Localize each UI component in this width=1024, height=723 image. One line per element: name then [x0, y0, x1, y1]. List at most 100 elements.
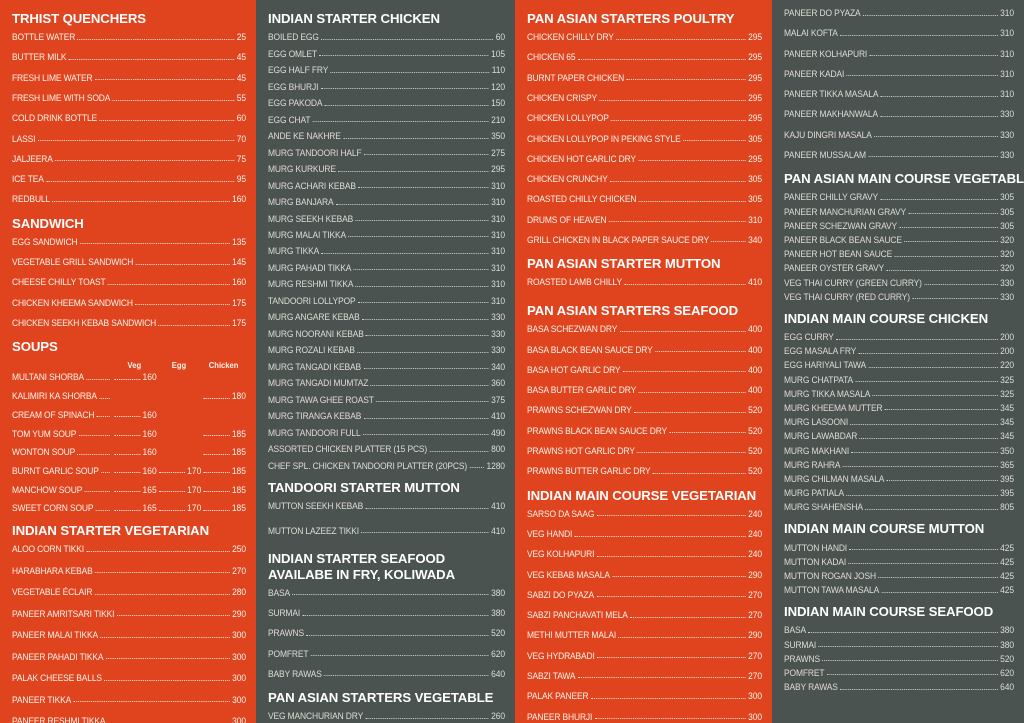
menu-item-name: MUTTON ROGAN JOSH	[784, 570, 876, 581]
menu-item-name: EGG HALF FRY	[268, 65, 329, 76]
menu-item-row: POMFRET 620	[784, 667, 1014, 678]
menu-item-name: MUTTON KADAI	[784, 556, 847, 567]
menu-item-row: MURG TANGADI KEBAB 340	[268, 362, 505, 372]
menu-item-name: BOTTLE WATER	[12, 32, 76, 43]
menu-item-price: 400	[748, 344, 762, 355]
menu-item-price: 305	[1000, 206, 1014, 217]
menu-item-row: MURG LAWABDAR 345	[784, 432, 1014, 441]
menu-item-price: 520	[748, 445, 762, 456]
menu-item-row: BASA BLACK BEAN SAUCE DRY 400	[527, 344, 762, 355]
leader-dots	[862, 14, 998, 16]
menu-item-name: PANEER MAKHANWALA	[784, 109, 878, 120]
menu-item-price: 150	[491, 98, 505, 109]
menu-item-name: PANEER KADAI	[784, 68, 845, 79]
leader-dots	[321, 38, 494, 40]
menu-item-row: PRAWNS 520	[784, 653, 1014, 664]
leader-dots	[114, 378, 141, 380]
price-column-header: Chicken	[208, 361, 239, 371]
menu-item-row: MURG MALAI TIKKA 310	[268, 230, 505, 240]
menu-item-price-chicken: 180	[201, 392, 246, 401]
menu-item-price-veg: 160	[112, 466, 157, 476]
menu-item-price: 310	[1000, 8, 1014, 18]
menu-item-row: EGG HARIYALI TAWA 220	[784, 361, 1014, 370]
menu-item-row: MURG PAHADI TIKKA 310	[268, 263, 505, 273]
menu-item-name: SWEET CORN SOUP	[12, 503, 94, 514]
menu-item-name: EGG PAKODA	[268, 98, 323, 109]
menu-item-list: BASA 380 SURMAI 380 PRAWNS 520 POMFRET 620 BABY …	[268, 588, 505, 679]
leader-dots	[348, 236, 489, 238]
menu-item-name: CHICKEN CRUNCHY	[527, 174, 608, 185]
leader-dots	[362, 434, 489, 436]
menu-item-name: MURG KURKURE	[268, 164, 336, 175]
leader-dots	[320, 88, 489, 90]
menu-item-row: MURG LASOONI 345	[784, 418, 1014, 427]
menu-item-name: ROASTED CHILLY CHICKEN	[527, 194, 637, 205]
leader-dots	[95, 509, 110, 511]
menu-item-list: ALOO CORN TIKKI 250 HARABHARA KEBAB 270 VEGE…	[12, 545, 246, 723]
menu-item-price: 330	[1000, 129, 1014, 140]
menu-item-row: MULTANI SHORBA 160	[12, 373, 246, 382]
menu-item-name: MURG KHEEMA MUTTER	[784, 402, 883, 413]
menu-item-price: 310	[748, 214, 762, 225]
menu-item-price-veg: 160	[112, 373, 157, 382]
menu-item-row: BURNT GARLIC SOUP 160 170 185	[12, 465, 246, 476]
menu-item-name: VEG HYDRABADI	[527, 650, 595, 661]
leader-dots	[899, 227, 998, 229]
menu-item-name: MURG TIRANGA KEBAB	[268, 411, 362, 422]
leader-dots	[366, 335, 489, 337]
menu-item-name: PANEER MALAI TIKKA	[12, 630, 99, 641]
menu-item-price: 410	[748, 277, 762, 288]
leader-dots	[158, 472, 185, 474]
menu-item-row: DRUMS OF HEAVEN 310	[527, 214, 762, 225]
leader-dots	[596, 515, 746, 517]
menu-item-name: BURNT GARLIC SOUP	[12, 465, 99, 476]
menu-item-name: MURG TANDOORI FULL	[268, 427, 361, 438]
leader-dots	[355, 220, 489, 221]
menu-item-price: 270	[748, 610, 762, 621]
menu-item-row: BASA 380	[268, 588, 505, 598]
leader-dots	[619, 330, 746, 332]
menu-item-row: HARABHARA KEBAB 270	[12, 566, 246, 576]
menu-item-row: MUTTON LAZEEZ TIKKI 410	[268, 526, 505, 536]
menu-item-price: 295	[491, 164, 505, 175]
menu-item-row: PANEER RESHMI TIKKA 300	[12, 716, 246, 723]
price-value: 160	[142, 447, 157, 458]
price-value: 165	[142, 484, 157, 495]
menu-item-price: 175	[232, 297, 246, 308]
menu-item-name: MURG SHAHENSHA	[784, 502, 863, 513]
menu-item-name: MURG TAWA GHEE ROAST	[268, 394, 374, 405]
leader-dots	[599, 99, 746, 101]
menu-item-price: 160	[232, 277, 246, 288]
leader-dots	[596, 555, 746, 557]
menu-item-row: PANEER CHILLY GRAVY 305	[784, 193, 1014, 202]
menu-section: INDIAN MAIN COURSE VEGETARIAN SARSO DA SA…	[527, 488, 762, 723]
menu-item-price: 620	[1000, 667, 1014, 678]
menu-item-price: 240	[748, 508, 762, 519]
menu-item-name: CHICKEN HOT GARLIC DRY	[527, 153, 636, 164]
menu-item-price: 345	[1000, 417, 1014, 428]
menu-item-row: FRESH LIME WITH SODA 55	[12, 93, 246, 103]
menu-item-row: BUTTER MILK 45	[12, 53, 246, 62]
menu-item-name: PRAWNS	[784, 653, 820, 664]
section-title: SANDWICH	[12, 215, 84, 231]
leader-dots	[878, 577, 998, 579]
menu-item-price: 240	[748, 549, 762, 560]
leader-dots	[577, 677, 746, 679]
leader-dots	[840, 688, 998, 690]
leader-dots	[94, 79, 235, 81]
menu-item-price: 270	[748, 670, 762, 681]
menu-item-row: SABZI DO PYAZA 270	[527, 590, 762, 600]
menu-item-row: VEG KEBAB MASALA 290	[527, 570, 762, 580]
menu-section: PAN ASIAN STARTER MUTTON ROASTED LAMB CHI…	[527, 256, 762, 287]
column-3: PAN ASIAN STARTERS POULTRY CHICKEN CHILLY…	[515, 0, 772, 723]
leader-dots	[868, 366, 998, 368]
leader-dots	[808, 631, 998, 633]
leader-dots	[630, 616, 746, 618]
leader-dots	[335, 203, 489, 205]
leader-dots	[302, 614, 489, 616]
menu-item-name: MUTTON HANDI	[784, 542, 848, 553]
leader-dots	[114, 435, 141, 437]
leader-dots	[321, 252, 489, 254]
menu-item-price: 350	[1000, 445, 1014, 456]
menu-item-name: EGG SANDWICH	[12, 236, 78, 247]
